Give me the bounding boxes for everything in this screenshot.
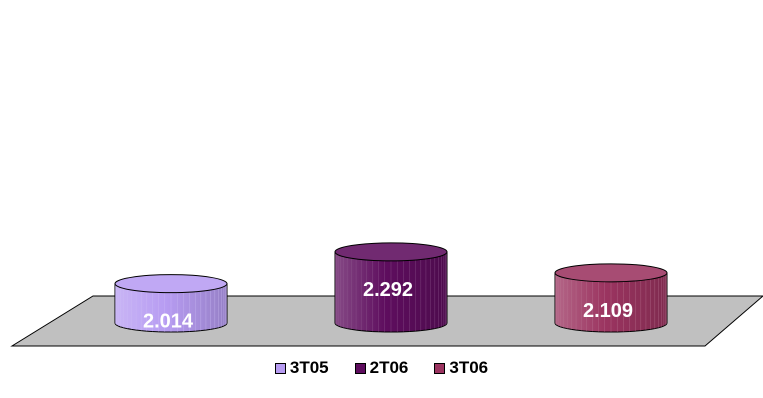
bar-top xyxy=(554,263,668,283)
data-label: 2.292 xyxy=(363,279,413,301)
bar-3T06: 2.109 xyxy=(554,263,668,333)
bar-top xyxy=(114,274,228,294)
bar-3T05: 2.014 xyxy=(114,274,228,333)
legend-label: 3T05 xyxy=(289,358,329,377)
legend-swatch xyxy=(274,362,286,374)
legend-label: 3T06 xyxy=(449,358,489,377)
data-label: 2.109 xyxy=(583,300,633,322)
bar-facets xyxy=(555,272,667,332)
bar-top xyxy=(334,242,448,262)
legend-item: 2T06 xyxy=(354,358,409,378)
bars-group: 2.014 2.292 2.109 xyxy=(114,242,668,333)
bar-facets xyxy=(335,251,447,332)
legend-swatch xyxy=(354,362,366,374)
legend-item: 3T05 xyxy=(274,358,329,378)
legend-swatch xyxy=(434,362,446,374)
legend: 3T05 2T06 3T06 xyxy=(0,358,763,378)
data-label: 2.014 xyxy=(143,311,194,333)
legend-item: 3T06 xyxy=(434,358,488,378)
legend-label: 2T06 xyxy=(369,358,409,377)
bar-2T06: 2.292 xyxy=(334,242,448,333)
